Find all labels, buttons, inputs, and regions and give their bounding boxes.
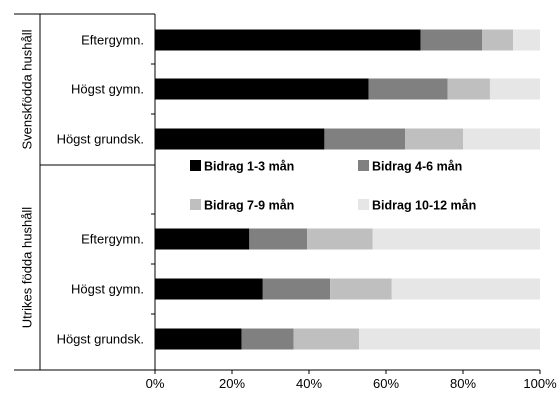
category-label-1-3: Högst grundsk. [57, 132, 144, 147]
legend-label-1: Bidrag 1-3 mån [204, 160, 294, 174]
bar-segment-3-3 [405, 128, 463, 150]
bar-segment-4-2 [249, 228, 308, 250]
group-label-1: Svenskfödda hushåll [19, 29, 34, 149]
bar-segment-5-3 [330, 278, 392, 300]
bar-segment-3-4 [463, 128, 540, 150]
x-tick-label-80: 80% [450, 376, 476, 391]
bar-segment-6-4 [359, 328, 540, 350]
bar-segment-3-1 [155, 128, 325, 150]
bar-segment-1-3 [482, 29, 514, 51]
legend-swatch-2 [358, 160, 369, 171]
legend-swatch-1 [190, 160, 201, 171]
group-label-2: Utrikes födda hushåll [19, 207, 34, 329]
bar-segment-3-2 [324, 128, 406, 150]
x-tick-label-0: 0% [146, 376, 165, 391]
bar-segment-4-1 [155, 228, 250, 250]
bar-segment-5-2 [262, 278, 331, 300]
bar-segment-1-2 [420, 29, 483, 51]
category-label-1-1: Eftergymn. [81, 33, 144, 48]
category-label-1-2: Högst gymn. [71, 82, 144, 97]
bar-segment-2-2 [368, 78, 448, 100]
bar-segment-5-4 [391, 278, 540, 300]
legend-swatch-3 [190, 199, 201, 210]
x-tick-label-100: 100% [523, 376, 557, 391]
legend-label-2: Bidrag 4-6 mån [372, 160, 462, 174]
bar-segment-2-1 [155, 78, 369, 100]
legend-label-4: Bidrag 10-12 mån [372, 199, 476, 213]
bar-segment-5-1 [155, 278, 263, 300]
x-tick-label-40: 40% [296, 376, 322, 391]
bar-segment-4-4 [372, 228, 540, 250]
category-label-2-2: Högst gymn. [71, 282, 144, 297]
bar-segment-4-3 [307, 228, 373, 250]
bar-segment-1-1 [155, 29, 421, 51]
bar-segment-6-3 [293, 328, 360, 350]
bar-segment-2-3 [447, 78, 490, 100]
bar-segment-6-1 [155, 328, 242, 350]
legend-label-3: Bidrag 7-9 mån [204, 199, 294, 213]
bar-segment-6-2 [241, 328, 294, 350]
bar-segment-2-4 [489, 78, 540, 100]
category-label-2-1: Eftergymn. [81, 232, 144, 247]
category-label-2-3: Högst grundsk. [57, 332, 144, 347]
x-tick-label-20: 20% [219, 376, 245, 391]
legend-swatch-4 [358, 199, 369, 210]
bar-segment-1-4 [513, 29, 540, 51]
x-tick-label-60: 60% [373, 376, 399, 391]
